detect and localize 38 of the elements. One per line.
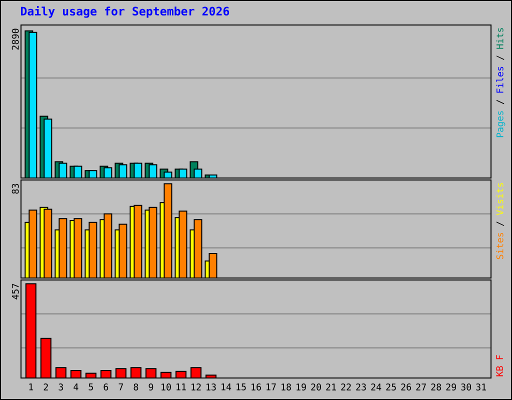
x-tick-label: 30 xyxy=(461,384,472,390)
x-tick-label: 25 xyxy=(386,384,396,390)
x-tick-label: 7 xyxy=(118,384,124,390)
x-tick-label: 12 xyxy=(192,384,201,390)
x-tick-label: 18 xyxy=(282,384,291,390)
x-tick-label: 31 xyxy=(476,384,486,390)
x-tick-label: 3 xyxy=(58,384,63,390)
x-tick-label: 19 xyxy=(296,384,306,390)
x-tick-label: 27 xyxy=(416,384,426,390)
y2-axis-title: KB F xyxy=(496,355,503,376)
x-tick-label: 4 xyxy=(74,384,78,390)
y2-axis-title: Pages / Files / Hits xyxy=(496,28,506,138)
x-tick-label: 9 xyxy=(148,384,154,390)
x-tick-label: 26 xyxy=(401,384,412,390)
x-tick-label: 11 xyxy=(176,384,186,390)
x-tick-label: 20 xyxy=(311,384,321,390)
x-tick-label: 1 xyxy=(29,384,34,390)
text: 83 xyxy=(12,184,19,194)
x-tick-label: 29 xyxy=(446,384,456,390)
x-tick-label: 5 xyxy=(88,384,93,390)
y2-axis-title: Sites / Visits xyxy=(496,183,504,260)
x-tick-label: 8 xyxy=(134,384,138,390)
x-tick-label: 15 xyxy=(236,384,246,390)
x-tick-label: 2 xyxy=(44,384,48,390)
chart-title: Daily usage for September 2026 xyxy=(20,6,230,18)
x-tick-label: 6 xyxy=(104,384,108,390)
x-tick-label: 28 xyxy=(431,384,442,390)
x-tick-label: 23 xyxy=(356,384,366,390)
x-tick-label: 21 xyxy=(326,384,336,390)
x-tick-label: 22 xyxy=(341,384,351,390)
x-tick-label: 13 xyxy=(206,384,216,390)
x-tick-label: 14 xyxy=(222,384,232,390)
text: 457 xyxy=(12,284,19,300)
x-tick-label: 24 xyxy=(371,384,382,390)
text: 2890 xyxy=(12,28,19,50)
x-tick-label: 10 xyxy=(162,384,171,390)
x-tick-label: 16 xyxy=(252,384,261,390)
x-tick-label: 17 xyxy=(266,384,276,390)
